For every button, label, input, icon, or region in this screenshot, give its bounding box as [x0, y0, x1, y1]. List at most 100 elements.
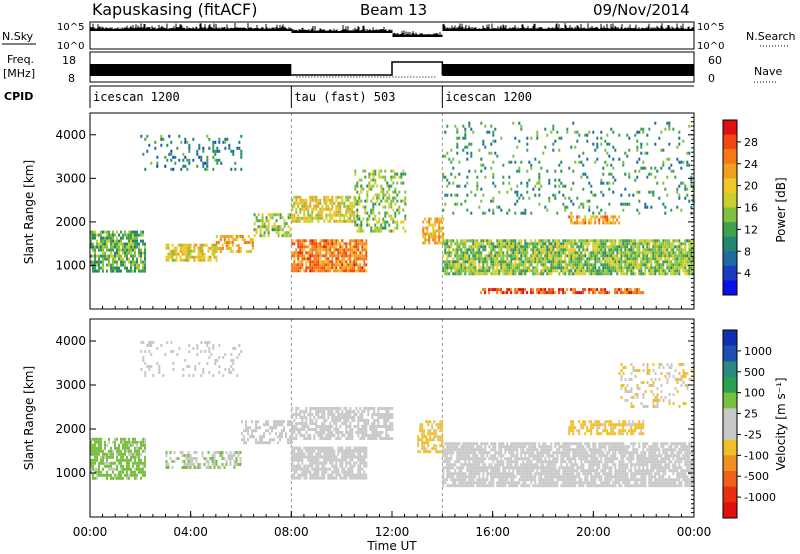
range-gate-cell	[146, 149, 149, 153]
range-gate-cell	[650, 263, 653, 267]
range-gate-cell	[144, 449, 146, 453]
range-gate-cell	[212, 167, 215, 171]
range-gate-cell	[283, 426, 285, 430]
range-gate-cell	[358, 214, 361, 218]
range-gate-cell	[234, 167, 237, 171]
range-gate-cell	[620, 202, 623, 206]
range-gate-cell	[299, 219, 302, 223]
range-gate-cell	[562, 266, 565, 270]
range-gate-cell	[94, 254, 96, 258]
range-gate-cell	[337, 254, 340, 258]
range-gate-cell	[566, 127, 569, 131]
range-gate-cell	[574, 291, 577, 295]
range-gate-cell	[364, 208, 367, 212]
range-gate-cell	[560, 260, 563, 264]
range-gate-cell	[195, 460, 198, 463]
range-gate-cell	[480, 272, 483, 276]
range-gate-cell	[343, 254, 346, 258]
range-gate-cell	[484, 254, 487, 258]
range-gate-cell	[388, 229, 391, 233]
range-gate-cell	[224, 146, 227, 150]
range-gate-cell	[500, 208, 503, 212]
range-gate-cell	[110, 266, 112, 270]
range-gate-cell	[92, 449, 94, 453]
range-gate-cell	[474, 239, 477, 243]
range-gate-cell	[510, 251, 513, 255]
range-gate-cell	[544, 145, 547, 149]
range-gate-cell	[118, 446, 120, 450]
range-gate-cell	[490, 248, 493, 252]
range-gate-cell	[106, 245, 108, 249]
range-gate-cell	[337, 467, 340, 471]
range-gate-cell	[464, 145, 467, 149]
range-gate-cell	[187, 460, 190, 463]
range-gate-cell	[299, 195, 302, 199]
range-gate-cell	[384, 169, 387, 173]
range-gate-cell	[650, 248, 653, 252]
range-gate-cell	[297, 195, 300, 199]
range-gate-cell	[614, 215, 617, 219]
range-gate-cell	[339, 216, 342, 220]
range-gate-cell	[462, 148, 465, 152]
range-gate-cell	[626, 254, 629, 258]
range-gate-cell	[110, 263, 112, 267]
range-gate-cell	[90, 461, 92, 465]
range-gate-cell	[568, 215, 571, 219]
range-gate-cell	[454, 175, 457, 179]
range-gate-cell	[136, 245, 138, 249]
range-gate-cell	[524, 260, 527, 264]
range-gate-cell	[370, 229, 373, 233]
range-gate-cell	[552, 193, 555, 197]
range-gate-cell	[494, 272, 497, 276]
range-gate-cell	[492, 181, 495, 185]
range-gate-cell	[560, 242, 563, 246]
range-gate-cell	[402, 199, 405, 203]
range-gate-cell	[197, 252, 200, 256]
range-gate-cell	[636, 175, 639, 179]
range-gate-cell	[384, 175, 387, 179]
range-gate-cell	[634, 251, 637, 255]
range-gate-cell	[345, 204, 348, 208]
range-gate-cell	[358, 223, 361, 227]
range-gate-cell	[329, 245, 332, 249]
range-gate-cell	[335, 242, 338, 246]
range-gate-cell	[462, 124, 465, 128]
range-gate-cell	[514, 248, 517, 252]
range-gate-cell	[536, 269, 539, 273]
range-gate-cell	[522, 251, 525, 255]
range-gate-cell	[349, 204, 352, 208]
range-gate-cell	[650, 251, 653, 255]
range-gate-cell	[612, 254, 615, 258]
range-gate-cell	[313, 446, 316, 450]
range-gate-cell	[138, 245, 140, 249]
range-gate-cell	[349, 195, 352, 199]
range-gate-cell	[349, 269, 352, 273]
range-gate-cell	[335, 213, 338, 217]
range-gate-cell	[213, 457, 216, 460]
range-gate-cell	[672, 251, 675, 255]
range-gate-cell	[636, 139, 639, 143]
range-gate-cell	[620, 254, 623, 258]
range-gate-cell	[538, 242, 541, 246]
range-gate-cell	[626, 133, 629, 137]
range-gate-cell	[104, 440, 106, 444]
range-gate-cell	[544, 288, 547, 292]
range-gate-cell	[576, 245, 579, 249]
range-gate-cell	[351, 464, 354, 468]
range-gate-cell	[140, 461, 142, 465]
range-gate-cell	[474, 245, 477, 249]
range-gate-cell	[331, 455, 334, 459]
range-gate-cell	[646, 248, 649, 252]
range-gate-cell	[684, 254, 687, 258]
range-gate-cell	[118, 239, 120, 243]
range-gate-cell	[136, 230, 138, 234]
range-gate-cell	[592, 239, 595, 243]
range-gate-cell	[235, 250, 238, 253]
range-gate-cell	[364, 169, 367, 173]
range-gate-cell	[506, 239, 509, 243]
range-gate-cell	[315, 195, 318, 199]
range-gate-cell	[586, 248, 589, 252]
range-gate-cell	[576, 196, 579, 200]
range-gate-cell	[309, 239, 312, 243]
